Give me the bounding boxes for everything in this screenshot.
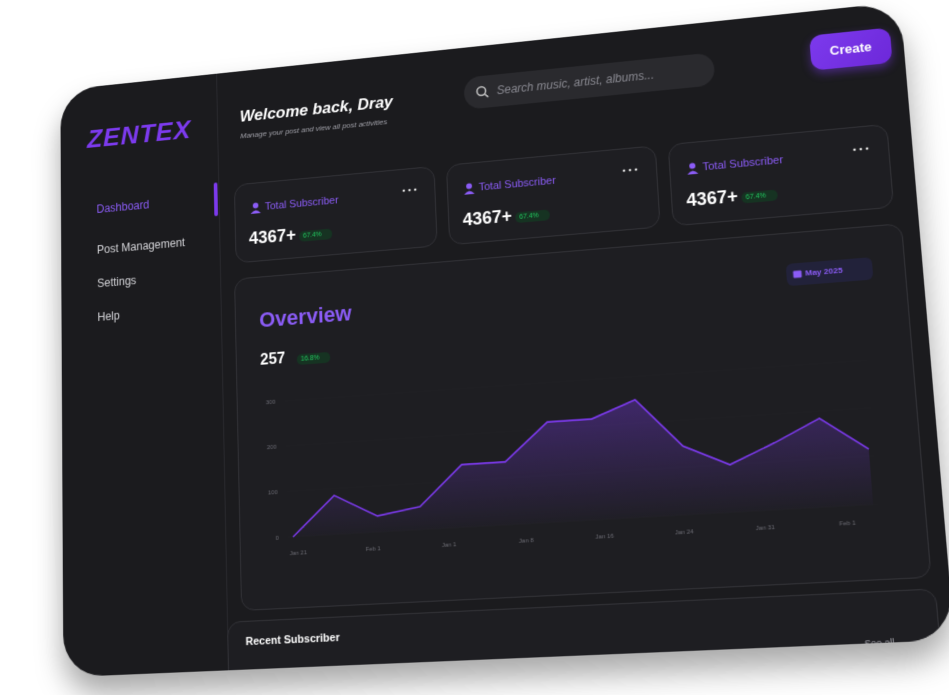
y-tick-label: 200 bbox=[267, 444, 277, 451]
create-button[interactable]: Create bbox=[809, 27, 893, 71]
more-menu[interactable] bbox=[402, 188, 417, 193]
date-filter-label: May 2025 bbox=[804, 265, 843, 278]
x-tick-label: Jan 31 bbox=[756, 525, 775, 533]
stat-label: Total Subscriber bbox=[264, 194, 339, 213]
date-filter[interactable]: May 2025 bbox=[785, 257, 874, 287]
search-icon bbox=[475, 85, 489, 100]
search-placeholder: Search music, artist, albums... bbox=[496, 68, 655, 98]
x-tick-label: Jan 8 bbox=[519, 538, 534, 545]
user-icon bbox=[250, 202, 261, 214]
sidebar: ZENTEX Dashboard Post Management Setting… bbox=[60, 73, 229, 678]
x-tick-label: Jan 24 bbox=[675, 529, 694, 537]
y-tick-label: 100 bbox=[268, 490, 278, 497]
overview-change: 16.8% bbox=[296, 351, 331, 366]
search-box[interactable]: Search music, artist, albums... bbox=[463, 52, 716, 110]
overview-chart: 0 100 200 300 Jan 21 Feb 1 Jan 1 Jan 8 Jan 16 Jan… bbox=[266, 346, 905, 557]
y-tick-label: 300 bbox=[266, 399, 276, 406]
stat-label: Total Subscriber bbox=[478, 174, 557, 194]
stat-change: 67.4% bbox=[299, 228, 333, 242]
more-menu[interactable] bbox=[852, 146, 869, 152]
overview-title: Overview bbox=[258, 300, 352, 333]
active-indicator bbox=[213, 182, 219, 217]
x-tick-label: Jan 16 bbox=[595, 533, 614, 541]
user-icon bbox=[463, 183, 475, 195]
user-icon bbox=[687, 162, 699, 175]
x-tick-label: Jan 1 bbox=[442, 542, 457, 549]
stat-value: 4367+ bbox=[462, 206, 513, 230]
grid-line bbox=[285, 360, 867, 401]
nav-item[interactable]: Dashboard bbox=[96, 198, 150, 216]
calendar-icon bbox=[792, 270, 802, 279]
x-tick-label: Jan 21 bbox=[290, 550, 307, 557]
y-tick-label: 0 bbox=[275, 536, 278, 542]
more-menu[interactable] bbox=[622, 167, 638, 172]
area-fill bbox=[290, 384, 874, 537]
logo: ZENTEX bbox=[86, 114, 192, 154]
nav-item[interactable]: Help bbox=[97, 308, 120, 324]
nav-item[interactable]: Post Management bbox=[96, 235, 186, 257]
overview-card: Overview 257 16.8% May 2025 0 100 200 300 Ja… bbox=[234, 223, 932, 611]
x-tick-label: Feb 1 bbox=[839, 520, 856, 528]
recent-title: Recent Subscriber bbox=[245, 631, 340, 649]
stat-value: 4367+ bbox=[685, 186, 739, 211]
stat-card: Total Subscriber 4367+ 67.4% bbox=[667, 123, 895, 227]
nav-item[interactable]: Settings bbox=[97, 273, 137, 291]
stat-label: Total Subscriber bbox=[702, 154, 784, 174]
stat-change: 67.4% bbox=[515, 209, 550, 224]
stat-card: Total Subscriber 4367+ 67.4% bbox=[445, 145, 661, 246]
see-all-link[interactable]: See all bbox=[864, 636, 895, 650]
overview-value: 257 bbox=[259, 350, 286, 369]
stat-change: 67.4% bbox=[741, 189, 778, 204]
x-tick-label: Feb 1 bbox=[366, 546, 381, 553]
stat-value: 4367+ bbox=[248, 225, 297, 249]
app-window: ZENTEX Dashboard Post Management Setting… bbox=[60, 1, 949, 678]
stat-card: Total Subscriber 4367+ 67.4% bbox=[233, 165, 438, 264]
